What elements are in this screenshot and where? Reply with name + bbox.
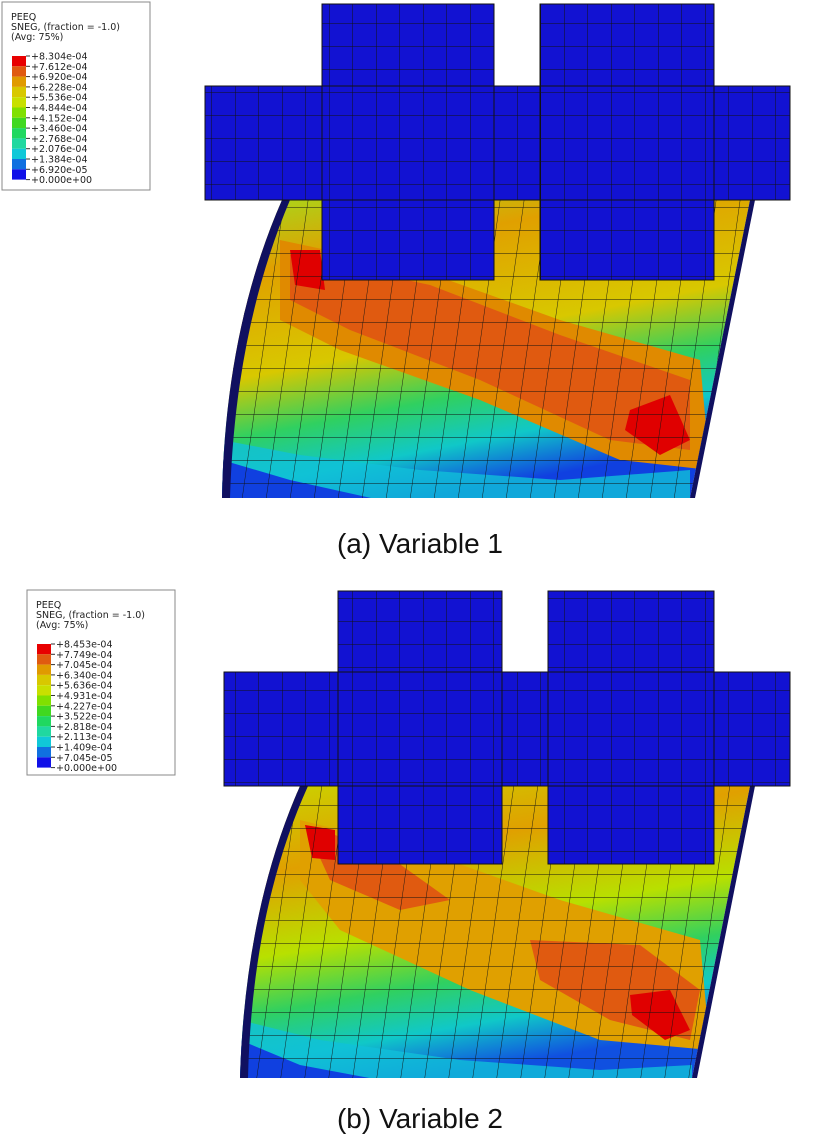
legend-label: +7.045e-04 xyxy=(56,660,113,671)
legend-swatch xyxy=(12,76,26,87)
contour-a xyxy=(204,3,791,498)
legend-swatch xyxy=(37,685,51,696)
legend-swatch xyxy=(12,117,26,129)
legend-swatch xyxy=(37,644,51,655)
legend-label: +6.920e-04 xyxy=(31,72,88,83)
legend-label: +4.227e-04 xyxy=(56,701,113,712)
legend-swatch xyxy=(12,66,26,77)
caption: (a) Variable 1 xyxy=(337,528,503,559)
legend-label: +7.749e-04 xyxy=(56,650,113,661)
legend-label: +6.340e-04 xyxy=(56,670,113,681)
legend-swatch xyxy=(37,674,51,686)
legend-label: +2.076e-04 xyxy=(31,144,88,155)
legend-swatch xyxy=(37,747,51,758)
legend-swatch xyxy=(37,705,51,717)
contour-b xyxy=(223,590,791,1078)
legend-swatch xyxy=(12,56,26,67)
legend-box xyxy=(26,589,176,776)
legend-swatch xyxy=(12,86,26,98)
legend-label: +0.000e+00 xyxy=(56,763,117,774)
legend-header: PEEQ xyxy=(36,600,61,611)
legend-label: +6.228e-04 xyxy=(31,82,88,93)
legend-label: +5.636e-04 xyxy=(56,681,113,692)
legend-label: +0.000e+00 xyxy=(31,175,92,186)
legend-swatch xyxy=(12,128,26,139)
legend-header: SNEG, (fraction = -1.0) xyxy=(36,610,145,621)
legend-label: +5.536e-04 xyxy=(31,93,88,104)
legend-swatch xyxy=(37,716,51,727)
legend-swatch xyxy=(37,664,51,675)
legend-header: (Avg: 75%) xyxy=(11,32,63,43)
legend-label: +7.612e-04 xyxy=(31,62,88,73)
legend-label: +2.818e-04 xyxy=(56,722,113,733)
legend-swatch xyxy=(12,148,26,159)
legend-label: +3.522e-04 xyxy=(56,712,113,723)
caption: (b) Variable 2 xyxy=(337,1103,503,1134)
legend-header: (Avg: 75%) xyxy=(36,620,88,631)
legend-label: +2.113e-04 xyxy=(56,732,113,743)
legend-label: +8.453e-04 xyxy=(56,640,113,651)
legend-label: +4.931e-04 xyxy=(56,691,113,702)
legend-label: +3.460e-04 xyxy=(31,124,88,135)
legend-label: +1.384e-04 xyxy=(31,155,88,166)
legend-header: PEEQ xyxy=(11,12,36,23)
legend-swatch xyxy=(37,695,51,706)
legend-swatch xyxy=(37,757,51,768)
legend-swatch xyxy=(37,726,51,737)
legend-label: +8.304e-04 xyxy=(31,52,88,63)
legend-swatch xyxy=(12,138,26,149)
legend-header: SNEG, (fraction = -1.0) xyxy=(11,22,120,33)
legend-swatch xyxy=(37,736,51,747)
legend-swatch xyxy=(12,107,26,118)
legend-swatch xyxy=(12,169,26,180)
legend-label: +1.409e-04 xyxy=(56,743,113,754)
legend-label: +4.844e-04 xyxy=(31,103,88,114)
legend-label: +7.045e-05 xyxy=(56,753,113,764)
legend-swatch xyxy=(37,654,51,665)
legend-swatch xyxy=(12,159,26,170)
legend-swatch xyxy=(12,97,26,108)
legend-label: +6.920e-05 xyxy=(31,165,88,176)
legend-label: +4.152e-04 xyxy=(31,113,88,124)
legend-label: +2.768e-04 xyxy=(31,134,88,145)
